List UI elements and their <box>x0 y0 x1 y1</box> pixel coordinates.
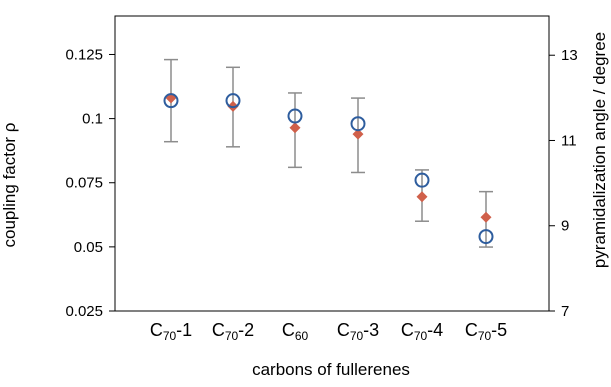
axes: 0.025 0.05 0.075 0.1 0.125 7 9 11 13 C70-1 C70-2 C6… <box>65 15 578 343</box>
x-axis-label: carbons of fullerenes <box>252 360 410 379</box>
y-tick-label-right: 9 <box>561 218 569 235</box>
data-point-circle <box>287 108 303 124</box>
chart-marks <box>163 58 494 248</box>
data-point-diamond <box>352 128 364 140</box>
x-tick-label: C70-5 <box>465 320 507 343</box>
data-point-diamond <box>416 191 428 203</box>
x-tick-label: C70-2 <box>212 320 254 343</box>
x-tick-label: C60 <box>282 320 309 343</box>
y-tick-label-right: 11 <box>561 132 577 149</box>
data-point-circle <box>163 93 179 109</box>
y-tick-label-right: 13 <box>561 47 578 64</box>
y-tick-label-right: 7 <box>561 303 569 320</box>
x-tick-label: C70-1 <box>150 320 192 343</box>
data-point-circle <box>225 93 241 109</box>
y-tick-label-left: 0.075 <box>65 175 103 192</box>
y-axis-label-right: pyramidalization angle / degree <box>590 32 609 268</box>
y-tick-label-left: 0.125 <box>65 46 103 63</box>
data-point-circle <box>350 116 366 132</box>
y-tick-label-left: 0.025 <box>65 303 103 320</box>
y-tick-label-left: 0.05 <box>74 239 103 256</box>
y-tick-label-left: 0.1 <box>82 111 103 128</box>
x-tick-label: C70-4 <box>401 320 443 343</box>
data-point-diamond <box>480 211 492 223</box>
x-tick-label: C70-3 <box>337 320 379 343</box>
data-point-diamond <box>289 122 301 134</box>
plot-frame <box>114 15 550 312</box>
data-point-circle <box>414 172 430 188</box>
y-axis-label-left: coupling factor ρ <box>0 123 19 248</box>
data-point-circle <box>478 229 494 245</box>
